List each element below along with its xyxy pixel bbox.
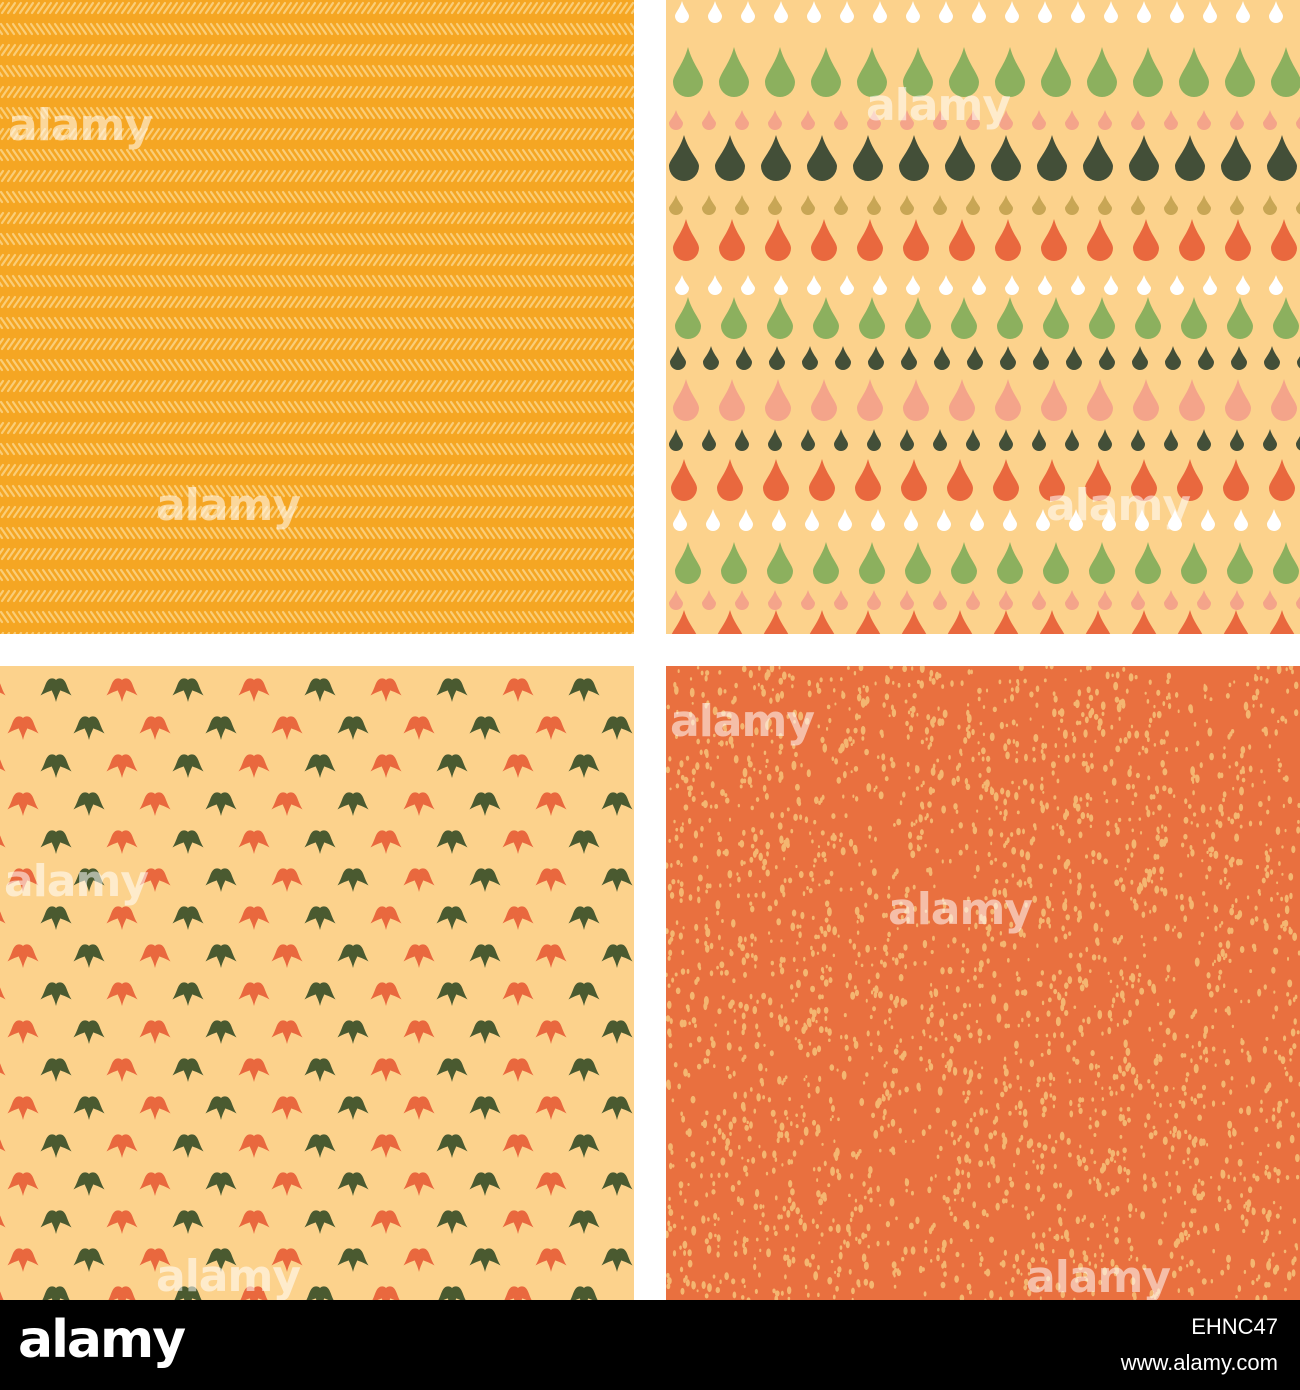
drops-pattern-panel: alamy alamy [666,0,1300,634]
petals-pattern [0,666,634,1300]
chevron-pattern [0,0,634,634]
drops-pattern [666,0,1300,634]
site-url: www.alamy.com [1120,1350,1278,1375]
speckles-pattern [666,666,1300,1300]
alamy-logo: alamy [18,1310,186,1370]
footer-bar: alamy EHNC47 www.alamy.com [0,1300,1300,1390]
image-id: EHNC47 [1191,1314,1278,1339]
chevron-pattern-panel: alamy alamy [0,0,634,634]
speckles-pattern-panel: alamy alamy alamy [666,666,1300,1300]
petals-pattern-panel: alamy alamy [0,666,634,1300]
